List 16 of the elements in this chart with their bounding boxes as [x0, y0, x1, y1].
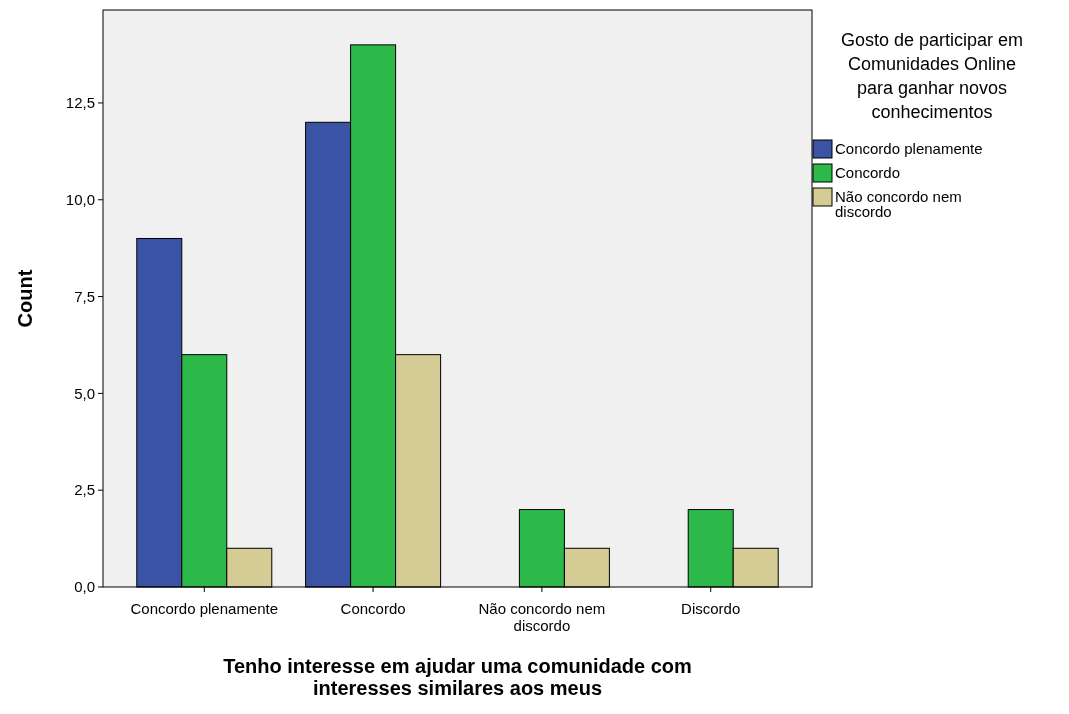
legend-label: Não concordo nem discordo	[835, 188, 962, 220]
y-tick-label: 12,5	[65, 94, 95, 112]
y-tick-label: 0,0	[74, 578, 95, 596]
x-tick-label: Concordo plenamente	[130, 600, 279, 617]
x-tick-label: Discordo	[681, 600, 741, 617]
legend-label: Concordo	[835, 164, 901, 181]
x-tick-label: Não concordo nem discordo	[478, 600, 606, 634]
legend-title: Gosto de participar em Comunidades Online para ganhar novos conhecimentos	[840, 30, 1024, 122]
legend-label: Concordo plenamente	[835, 140, 983, 157]
x-tick-label: Concordo	[340, 600, 406, 617]
x-axis-title: Tenho interesse em ajudar uma comunidade com interesses similares aos meus	[223, 655, 692, 699]
y-tick-label: 2,5	[74, 481, 95, 499]
y-tick-label: 7,5	[74, 287, 95, 305]
y-axis-title: Count	[14, 269, 36, 328]
y-tick-label: 5,0	[74, 384, 95, 402]
y-tick-label: 10,0	[65, 191, 95, 208]
